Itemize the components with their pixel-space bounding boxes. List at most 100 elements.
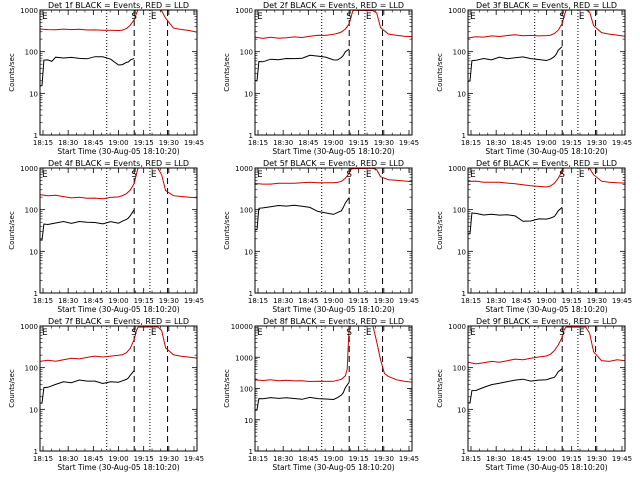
- y-axis-label: Counts/sec: [223, 53, 231, 92]
- x-axis-label: Start Time (30-Aug-05 18:10:20): [485, 463, 607, 472]
- x-tick-label: 19:15: [349, 139, 369, 147]
- x-tick-label: 18:15: [461, 139, 481, 147]
- plot-area: [255, 168, 412, 293]
- marker-s: S: [346, 12, 352, 22]
- x-tick-label: 19:30: [587, 455, 607, 463]
- x-tick-label: 18:30: [273, 297, 293, 305]
- x-tick-label: 19:15: [562, 139, 582, 147]
- x-tick-label: 19:00: [323, 139, 343, 147]
- marker-e-end: E: [579, 12, 585, 22]
- y-tick-label: 10: [244, 417, 253, 425]
- y-tick-label: 100: [453, 207, 466, 215]
- series-line-events: [255, 197, 350, 231]
- series-line-events: [40, 56, 135, 87]
- y-tick-label: 1: [249, 132, 253, 140]
- y-tick-label: 1000: [20, 7, 38, 15]
- x-tick-label: 18:30: [58, 297, 78, 305]
- marker-e-end: E: [151, 12, 157, 22]
- series-line-events: [255, 48, 350, 82]
- x-tick-label: 19:15: [134, 139, 154, 147]
- y-tick-label: 10: [457, 406, 466, 414]
- y-tick-label: 1000: [235, 165, 253, 173]
- x-tick-label: 19:45: [612, 455, 632, 463]
- panel-det-1: Det 1f BLACK = Events, RED = LLD 1 10 100 10…: [8, 1, 204, 156]
- series-line-lld: [468, 168, 625, 188]
- y-tick-label: 1000: [448, 165, 466, 173]
- y-tick-label: 1000: [235, 354, 253, 362]
- marker-e-start: E: [42, 328, 48, 338]
- x-tick-label: 18:15: [248, 455, 268, 463]
- series-line-events: [468, 206, 563, 235]
- plot-area: [40, 10, 197, 135]
- x-axis-label: Start Time (30-Aug-05 18:10:20): [485, 147, 607, 156]
- x-tick-label: 18:45: [83, 139, 103, 147]
- x-tick-label: 19:45: [399, 139, 419, 147]
- x-tick-label: 19:00: [108, 139, 128, 147]
- plot-area: [255, 326, 412, 451]
- panel-det-9: Det 9f BLACK = Events, RED = LLD 1 10 100 10…: [436, 317, 632, 472]
- x-tick-label: 19:00: [323, 297, 343, 305]
- x-tick-label: 18:30: [58, 139, 78, 147]
- x-tick-label: 18:45: [83, 297, 103, 305]
- y-tick-label: 1000: [448, 7, 466, 15]
- x-tick-label: 19:00: [323, 455, 343, 463]
- x-tick-label: 19:45: [184, 297, 204, 305]
- marker-e-end: E: [366, 328, 372, 338]
- x-tick-label: 18:15: [33, 139, 53, 147]
- x-tick-label: 19:30: [587, 139, 607, 147]
- plot-area: [255, 10, 412, 135]
- panel-title: Det 9f BLACK = Events, RED = LLD: [476, 317, 617, 326]
- y-tick-label: 100: [453, 49, 466, 57]
- y-axis-label: Counts/sec: [8, 369, 16, 408]
- series-line-lld: [40, 326, 197, 362]
- x-tick-label: 19:15: [562, 297, 582, 305]
- x-tick-label: 18:15: [248, 139, 268, 147]
- series-line-events: [40, 209, 135, 241]
- marker-s: S: [346, 170, 352, 180]
- x-tick-label: 19:45: [184, 455, 204, 463]
- y-tick-label: 10: [457, 90, 466, 98]
- plot-frame: [467, 9, 626, 136]
- x-tick-label: 18:30: [486, 455, 506, 463]
- x-tick-label: 19:45: [612, 297, 632, 305]
- x-axis-label: Start Time (30-Aug-05 18:10:20): [272, 463, 394, 472]
- x-tick-label: 19:00: [536, 139, 556, 147]
- plot-area: [40, 326, 197, 451]
- x-tick-label: 18:45: [511, 297, 531, 305]
- marker-e-end: E: [151, 170, 157, 180]
- panel-det-6: Det 6f BLACK = Events, RED = LLD 1 10 100 10…: [436, 159, 632, 314]
- x-tick-label: 19:15: [349, 455, 369, 463]
- marker-e-start: E: [257, 170, 263, 180]
- y-tick-label: 1: [462, 290, 466, 298]
- marker-e-start: E: [470, 12, 476, 22]
- y-axis-label: Counts/sec: [223, 369, 231, 408]
- x-axis-label: Start Time (30-Aug-05 18:10:20): [272, 147, 394, 156]
- x-tick-label: 19:15: [562, 455, 582, 463]
- x-tick-label: 18:45: [511, 455, 531, 463]
- y-tick-label: 10: [29, 248, 38, 256]
- x-tick-label: 18:30: [273, 139, 293, 147]
- x-tick-label: 19:30: [374, 455, 394, 463]
- x-tick-label: 19:45: [612, 139, 632, 147]
- plot-area: [468, 168, 625, 293]
- plot-frame: [39, 167, 198, 294]
- plot-frame: [39, 325, 198, 452]
- y-axis-label: Counts/sec: [8, 53, 16, 92]
- marker-e-start: E: [470, 328, 476, 338]
- x-tick-label: 19:45: [399, 455, 419, 463]
- x-tick-label: 19:30: [374, 139, 394, 147]
- x-tick-label: 18:15: [461, 297, 481, 305]
- x-tick-label: 18:30: [486, 297, 506, 305]
- x-tick-label: 19:15: [134, 297, 154, 305]
- marker-e-start: E: [42, 170, 48, 180]
- plot-area: [468, 10, 625, 135]
- plot-area: [468, 326, 625, 451]
- x-tick-label: 18:15: [33, 455, 53, 463]
- marker-s: S: [559, 12, 565, 22]
- x-tick-label: 18:45: [511, 139, 531, 147]
- y-tick-label: 1000: [235, 7, 253, 15]
- x-tick-label: 19:45: [399, 297, 419, 305]
- panel-title: Det 7f BLACK = Events, RED = LLD: [48, 317, 189, 326]
- x-tick-label: 18:30: [58, 455, 78, 463]
- y-tick-label: 1: [249, 290, 253, 298]
